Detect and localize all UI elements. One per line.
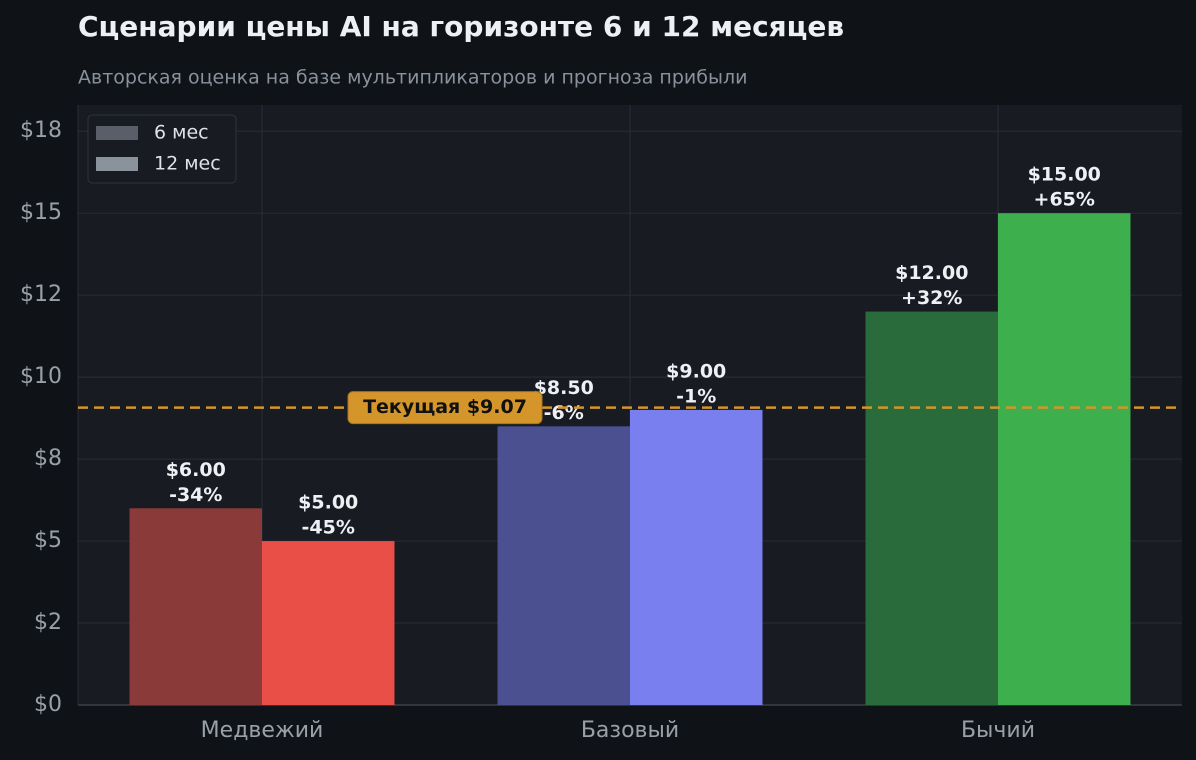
y-tick-label: $0 [34,692,62,717]
legend-label: 6 мес [154,122,209,144]
reference-label: Текущая $9.07 [363,396,527,418]
value-label: $15.00 [1028,164,1101,186]
y-tick-label: $18 [20,118,62,143]
change-label: -6% [544,402,584,424]
y-tick-label: $5 [34,528,62,553]
bar [865,311,998,705]
bar [630,409,763,705]
value-label: $8.50 [534,377,594,399]
legend-swatch [96,126,138,140]
legend-swatch [96,157,138,171]
reference-label-box [347,391,543,425]
value-label: $9.00 [666,360,726,382]
value-label: $12.00 [895,262,968,284]
value-label: $5.00 [298,492,358,514]
y-tick-label: $12 [20,282,62,307]
legend-label: 12 мес [154,153,221,175]
y-tick-label: $2 [34,610,62,635]
value-label: $6.00 [166,459,226,481]
x-tick-label: Базовый [581,718,679,743]
change-label: -1% [676,385,716,407]
bar [998,213,1131,705]
change-label: +65% [1034,189,1095,211]
chart-title: Сценарии цены AI на горизонте 6 и 12 мес… [78,10,844,43]
x-tick-label: Бычий [961,718,1035,743]
bar [129,508,262,705]
y-tick-label: $8 [34,446,62,471]
change-label: +32% [901,287,962,309]
bar [262,541,395,705]
chart-subtitle: Авторская оценка на базе мультипликаторо… [78,67,747,89]
x-tick-label: Медвежий [201,718,324,743]
bar [497,426,630,705]
y-tick-label: $10 [20,364,62,389]
change-label: -34% [169,484,222,506]
y-tick-label: $15 [20,200,62,225]
change-label: -45% [302,517,355,539]
